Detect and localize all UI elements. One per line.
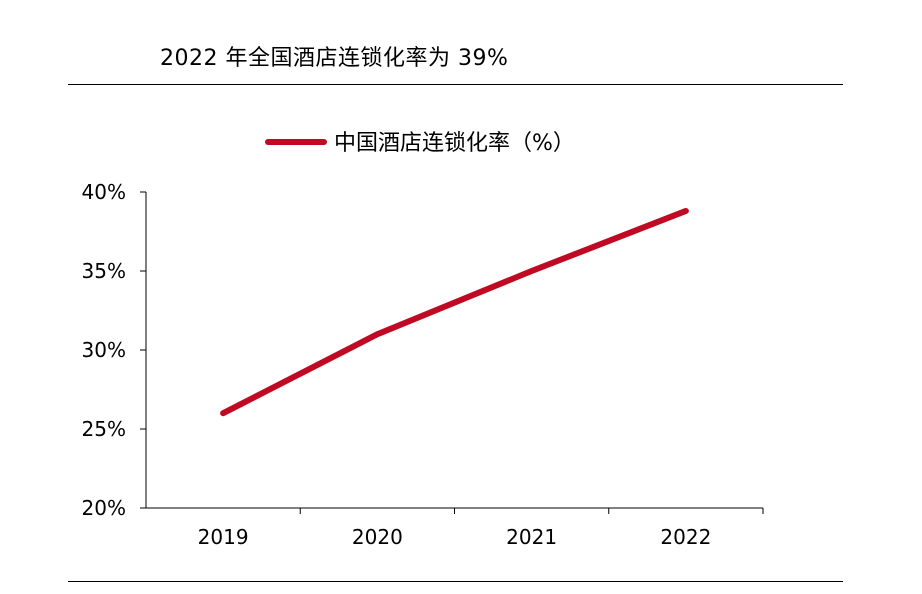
top-divider <box>68 84 843 85</box>
chart-legend: 中国酒店连锁化率（%） <box>265 131 575 156</box>
y-tick-label: 20% <box>82 496 126 520</box>
y-tick-label: 25% <box>82 417 126 441</box>
data-point <box>531 270 533 272</box>
y-axis-ticks: 20% 25% 30% 35% 40% <box>82 180 146 520</box>
data-point <box>222 412 224 414</box>
x-tick-label: 2022 <box>660 525 711 549</box>
series-layer <box>220 207 689 417</box>
legend-label: 中国酒店连锁化率（%） <box>334 131 575 156</box>
data-point <box>376 333 378 335</box>
series-line <box>220 207 689 417</box>
x-tick-label: 2021 <box>506 525 557 549</box>
y-tick-label: 40% <box>82 180 126 204</box>
x-axis-ticks: 2019 2020 2021 2022 <box>198 508 764 549</box>
x-tick-label: 2019 <box>198 525 249 549</box>
page-title: 2022 年全国酒店连锁化率为 39% <box>160 46 509 71</box>
y-tick-label: 35% <box>82 259 126 283</box>
data-point <box>685 210 687 212</box>
x-tick-label: 2020 <box>352 525 403 549</box>
y-tick-label: 30% <box>82 338 126 362</box>
bottom-divider <box>68 581 843 582</box>
